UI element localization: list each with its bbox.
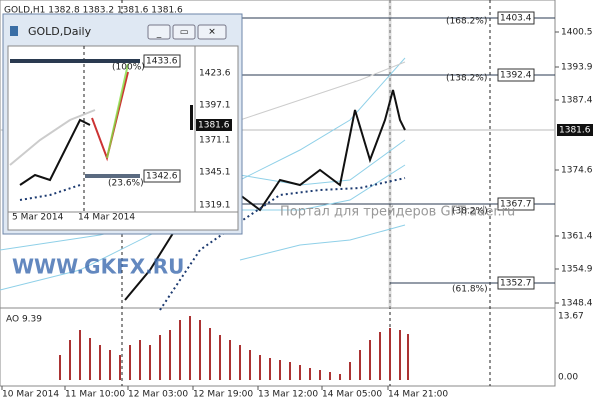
inset-time-label: 14 Mar 2014 [78, 213, 135, 223]
price-box-box [497, 197, 535, 211]
price-box-box [557, 124, 593, 136]
watermark: WWW.GKFX.RU [12, 255, 184, 279]
time-label: 14 Mar 21:00 [388, 390, 448, 400]
svg-text:▭: ▭ [180, 28, 189, 38]
fib-label: (168.2%) [446, 17, 487, 27]
price-label: 1393.9 [561, 63, 593, 73]
price-label: 1361.4 [561, 232, 593, 242]
price-box-box [497, 68, 535, 82]
price-label: 1354.9 [561, 265, 593, 275]
inset-price-box: 1342.6 [146, 172, 178, 182]
inset-price-box: 1433.6 [146, 57, 178, 67]
inset-title: GOLD,Daily [28, 25, 92, 38]
fib-label: (61.8%) [452, 285, 488, 295]
time-label: 10 Mar 2014 [2, 390, 59, 400]
window-icon [10, 26, 18, 36]
inset-price-box-box [143, 169, 181, 183]
ao-label: AO 9.39 [6, 315, 42, 325]
price-box: 1403.4 [500, 14, 532, 24]
time-label: 14 Mar 05:00 [322, 390, 382, 400]
svg-text:✕: ✕ [208, 28, 216, 38]
fib-label: (38.2%) [452, 207, 488, 217]
time-label: 12 Mar 03:00 [128, 390, 188, 400]
fib-label: (23.6%) [108, 179, 144, 189]
time-label: 11 Mar 10:00 [65, 390, 125, 400]
svg-text:_: _ [156, 29, 162, 39]
price-label: 1400.5 [561, 28, 593, 38]
inset-time-label: 5 Mar 2014 [12, 213, 64, 223]
ao-histogram [59, 316, 409, 380]
price-axis: 1400.5 1393.9 1387.4 1374.6 1361.4 1354.9 1348… [497, 11, 593, 309]
ao-axis-label: 0.00 [558, 373, 578, 383]
price-box: 1381.6 [559, 126, 591, 136]
price-label: 1387.4 [561, 96, 593, 106]
inset-price-box-box [196, 119, 232, 131]
inset-price-label: 1371.1 [199, 136, 231, 146]
price-box-box [497, 11, 535, 25]
inset-price-label: 1397.1 [199, 101, 231, 111]
inset-price-box: 1381.6 [198, 121, 230, 131]
inset-price-box-box [143, 54, 181, 68]
price-box: 1392.4 [500, 71, 532, 81]
inset-price-label: 1345.1 [199, 168, 231, 178]
chart-header: GOLD,H1 1382.8 1383.2 1381.6 1381.6 [4, 6, 183, 16]
fib-label: (100%) [112, 63, 145, 73]
inset-price-axis: 1423.6 1397.1 1371.1 1345.1 1319.1 1433.6 1381… [143, 54, 232, 211]
price-box-box [497, 276, 535, 290]
price-label: 1348.4 [561, 299, 593, 309]
time-label: 12 Mar 19:00 [193, 390, 253, 400]
inset-price-label: 1423.6 [199, 69, 231, 79]
price-label: 1374.6 [561, 166, 593, 176]
fib-label: (138.2%) [446, 74, 487, 84]
inset-price-label: 1319.1 [199, 201, 231, 211]
ao-axis-label: 13.67 [558, 312, 584, 322]
price-box: 1352.7 [500, 279, 532, 289]
watermark: Портал для трейдеров GFTrader.ru [280, 205, 515, 220]
time-axis: 10 Mar 2014 11 Mar 10:00 12 Mar 03:00 12 Ma… [1, 386, 448, 400]
time-label: 13 Mar 12:00 [258, 390, 318, 400]
price-box: 1367.7 [500, 200, 532, 210]
window-buttons[interactable]: _ ▭ ✕ [147, 24, 227, 40]
